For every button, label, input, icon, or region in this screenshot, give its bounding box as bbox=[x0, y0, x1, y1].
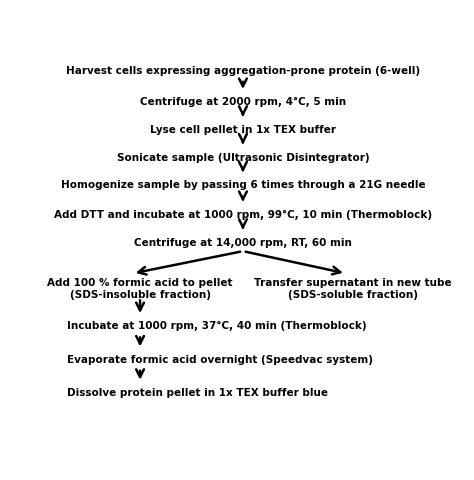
Text: Centrifuge at 14,000 rpm, RT, 60 min: Centrifuge at 14,000 rpm, RT, 60 min bbox=[134, 238, 352, 247]
Text: Centrifuge at 2000 rpm, 4°C, 5 min: Centrifuge at 2000 rpm, 4°C, 5 min bbox=[140, 97, 346, 107]
Text: Add 100 % formic acid to pellet
(SDS-insoluble fraction): Add 100 % formic acid to pellet (SDS-ins… bbox=[47, 278, 233, 300]
Text: Add DTT and incubate at 1000 rpm, 99°C, 10 min (Thermoblock): Add DTT and incubate at 1000 rpm, 99°C, … bbox=[54, 210, 432, 220]
Text: Transfer supernatant in new tube
(SDS-soluble fraction): Transfer supernatant in new tube (SDS-so… bbox=[255, 278, 452, 300]
Text: Sonicate sample (Ultrasonic Disintegrator): Sonicate sample (Ultrasonic Disintegrato… bbox=[117, 153, 369, 162]
Text: Dissolve protein pellet in 1x TEX buffer blue: Dissolve protein pellet in 1x TEX buffer… bbox=[66, 387, 328, 397]
Text: Evaporate formic acid overnight (Speedvac system): Evaporate formic acid overnight (Speedva… bbox=[66, 354, 373, 364]
Text: Incubate at 1000 rpm, 37°C, 40 min (Thermoblock): Incubate at 1000 rpm, 37°C, 40 min (Ther… bbox=[66, 321, 366, 331]
Text: Harvest cells expressing aggregation-prone protein (6-well): Harvest cells expressing aggregation-pro… bbox=[66, 66, 420, 75]
Text: Lyse cell pellet in 1x TEX buffer: Lyse cell pellet in 1x TEX buffer bbox=[150, 125, 336, 135]
Text: Homogenize sample by passing 6 times through a 21G needle: Homogenize sample by passing 6 times thr… bbox=[61, 180, 425, 190]
